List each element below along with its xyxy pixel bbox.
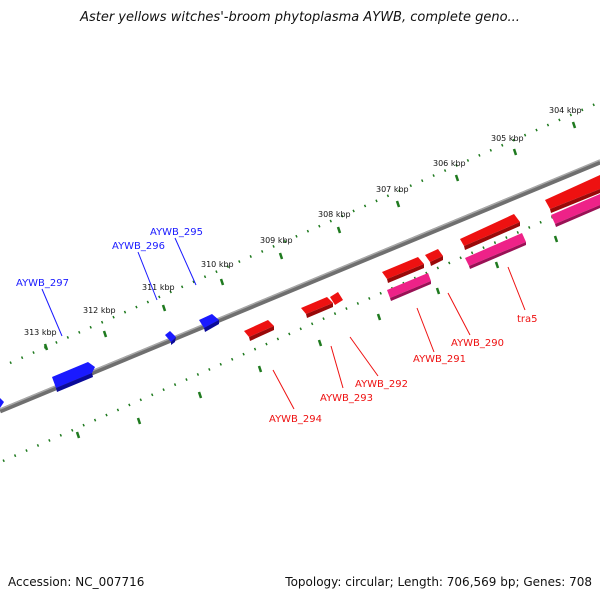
gene-labels: AYWB_297 AYWB_296 AYWB_295 AYWB_294 AYWB…	[16, 227, 538, 425]
reverse-strand-genes	[0, 314, 219, 408]
kbp-label: 307 kbp	[376, 185, 409, 194]
gene-aywb290-shadow	[430, 256, 443, 266]
upper-dotted-track	[9, 100, 600, 365]
rna-feature-3[interactable]	[551, 194, 600, 224]
label-leaders	[41, 237, 526, 410]
gene-aywb290[interactable]	[425, 249, 443, 262]
kbp-label: 308 kbp	[318, 210, 351, 219]
kbp-label: 304 kbp	[549, 106, 582, 115]
map-title: Aster yellows witches'-broom phytoplasma…	[80, 10, 520, 25]
kbp-label: 310 kbp	[201, 260, 234, 269]
gene-aywb293[interactable]	[301, 297, 333, 314]
gene-label-aywb292[interactable]: AYWB_292	[355, 379, 408, 390]
gene-right-edge-shadow	[550, 189, 600, 213]
gene-label-aywb295[interactable]: AYWB_295	[150, 227, 203, 238]
gene-aywb296-shadow	[171, 337, 176, 345]
gene-aywb297-shadow	[56, 373, 93, 392]
summary-text: Topology: circular; Length: 706,569 bp; …	[285, 575, 592, 589]
rna-features	[387, 194, 600, 301]
rna-feature-3-shadow	[555, 205, 600, 227]
gene-aywb295[interactable]	[199, 314, 219, 328]
rna-feature-2-shadow	[469, 242, 526, 269]
rna-feature-1-shadow	[390, 281, 431, 301]
forward-strand-genes	[244, 175, 600, 341]
gene-aywb293-shadow	[306, 303, 333, 318]
gene-label-aywb296[interactable]: AYWB_296	[112, 241, 165, 252]
kbp-label: 309 kbp	[260, 236, 293, 245]
gene-label-aywb297[interactable]: AYWB_297	[16, 278, 69, 289]
gene-tra5-shadow	[464, 222, 520, 250]
accession-text: Accession: NC_007716	[8, 575, 145, 589]
gene-aywb294-shadow	[249, 326, 274, 341]
gene-label-tra5[interactable]: tra5	[517, 314, 538, 325]
kbp-label: 306 kbp	[433, 159, 466, 168]
rna-feature-1[interactable]	[387, 273, 431, 298]
gene-aywb297[interactable]	[52, 362, 95, 388]
gene-label-aywb291[interactable]: AYWB_291	[413, 354, 466, 365]
kbp-labels: 304 kbp 305 kbp 306 kbp 307 kbp 308 kbp …	[24, 106, 582, 337]
upper-major-ticks	[43, 121, 577, 351]
gene-aywb294[interactable]	[244, 320, 274, 337]
lower-major-ticks	[75, 235, 559, 439]
gene-tra5[interactable]	[460, 214, 520, 246]
rna-feature-2[interactable]	[465, 233, 526, 266]
gene-aywb296[interactable]	[165, 331, 176, 342]
kbp-label: 312 kbp	[83, 306, 116, 315]
gene-aywb297-left[interactable]	[0, 398, 4, 408]
kbp-label: 305 kbp	[491, 134, 524, 143]
gene-aywb291[interactable]	[382, 257, 424, 279]
gene-aywb292[interactable]	[330, 292, 343, 305]
gene-label-aywb294[interactable]: AYWB_294	[269, 414, 322, 425]
genome-backbone	[0, 159, 600, 414]
gene-aywb291-shadow	[387, 264, 424, 283]
gene-label-aywb290[interactable]: AYWB_290	[451, 338, 504, 349]
gene-right-edge[interactable]	[545, 175, 600, 209]
genome-backbone-highlight	[0, 159, 600, 410]
kbp-label: 311 kbp	[142, 283, 175, 292]
gene-aywb295-shadow	[204, 320, 219, 332]
kbp-label: 313 kbp	[24, 328, 57, 337]
gene-label-aywb293[interactable]: AYWB_293	[320, 393, 373, 404]
